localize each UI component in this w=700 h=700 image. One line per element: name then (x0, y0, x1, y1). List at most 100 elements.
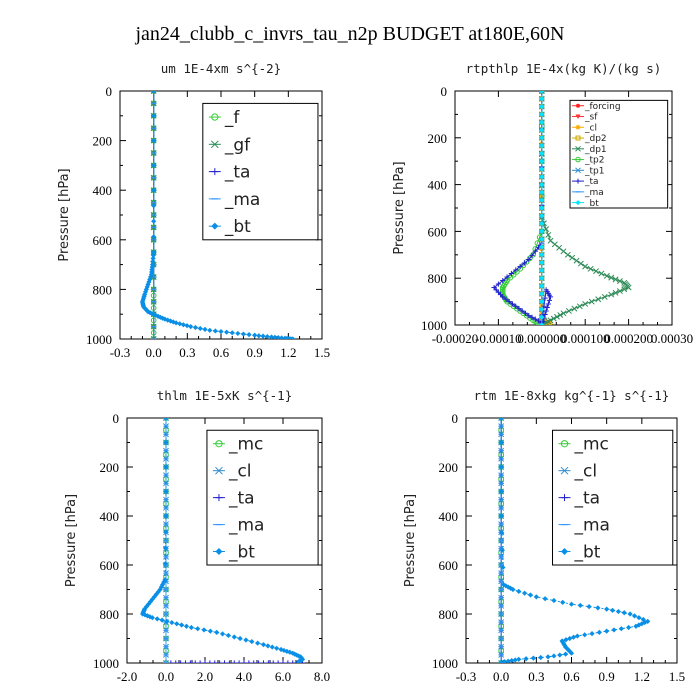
data-point (582, 632, 588, 638)
data-point (540, 318, 546, 325)
data-point (539, 104, 545, 110)
plot-area (498, 418, 651, 663)
data-point (551, 653, 557, 659)
data-point (240, 331, 247, 337)
data-point (539, 275, 545, 281)
data-point (163, 418, 169, 421)
x-tick-label: 0.3 (179, 345, 195, 360)
data-point (231, 660, 237, 663)
data-point (188, 624, 194, 631)
data-point (539, 244, 545, 250)
legend-label: _mc (228, 435, 263, 455)
data-point (618, 626, 624, 632)
data-point (269, 644, 275, 650)
data-point (557, 312, 564, 319)
data-point (539, 228, 545, 234)
data-point (270, 660, 276, 663)
data-point (577, 260, 584, 267)
series-bt (498, 418, 651, 663)
x-tick-label: 0.0 (146, 345, 162, 360)
y-tick-label: 800 (439, 607, 459, 622)
data-point (278, 646, 284, 653)
data-point (165, 317, 171, 323)
legend-label: _cl (584, 123, 597, 133)
data-point (539, 205, 545, 211)
data-point (526, 313, 532, 319)
data-point (221, 660, 228, 663)
legend-label: _sf (584, 113, 598, 123)
x-tick-label: 0.000100 (561, 331, 610, 346)
data-point (146, 279, 152, 285)
legend: _f _gf _ta _ma _bt (202, 102, 319, 241)
panel-title: rtm 1E-8xkg kg^{-1} s^{-1} (474, 388, 670, 403)
data-point (527, 255, 533, 262)
data-point (527, 592, 534, 598)
y-tick-label: 200 (100, 460, 120, 475)
data-point (260, 660, 267, 663)
data-point (533, 594, 539, 600)
data-point (500, 564, 506, 571)
data-point (538, 91, 545, 94)
data-point (151, 138, 157, 144)
x-tick-label: -0.3 (110, 345, 131, 360)
data-point (539, 213, 545, 219)
data-point (539, 197, 545, 203)
data-point (285, 660, 291, 663)
data-point (522, 310, 529, 316)
data-point (504, 274, 510, 280)
data-point (151, 113, 157, 119)
data-point (177, 321, 183, 327)
y-tick-label: 800 (100, 607, 120, 622)
data-point (157, 314, 163, 320)
data-point (296, 659, 302, 663)
y-tick-label: 200 (93, 134, 113, 149)
data-point (249, 638, 255, 645)
legend-label: _dp2 (584, 134, 607, 144)
data-point (265, 643, 271, 649)
data-point (532, 316, 538, 322)
data-point (596, 629, 602, 635)
data-point (611, 627, 617, 633)
legend-marker (575, 156, 581, 163)
data-point (539, 91, 545, 94)
data-point (151, 203, 157, 209)
data-point (508, 270, 515, 277)
data-point (150, 258, 156, 265)
data-point (498, 513, 504, 519)
data-point (500, 277, 506, 284)
legend-label: _gf (224, 135, 251, 155)
data-point (529, 252, 535, 258)
data-point (627, 611, 633, 617)
data-point (147, 310, 153, 316)
x-tick-label: 1.5 (669, 669, 685, 684)
data-point (604, 628, 610, 634)
data-point (539, 314, 545, 320)
data-point (593, 268, 600, 275)
legend-label: _ta (584, 177, 599, 187)
data-point (598, 270, 605, 277)
data-point (547, 237, 554, 244)
data-point (151, 234, 157, 240)
data-point (577, 602, 583, 609)
data-point (217, 660, 223, 663)
series-bt (539, 91, 545, 325)
data-point (149, 262, 156, 268)
data-point (241, 660, 247, 663)
data-point (642, 619, 648, 626)
legend-marker (560, 440, 569, 448)
data-point (149, 269, 155, 275)
data-point (521, 260, 528, 266)
data-point (159, 582, 166, 588)
y-tick-label: 1000 (421, 318, 447, 333)
panels-container: um 1E-4xm s^{-2} Pressure [hPa] 0 200 400 600… (57, 61, 693, 684)
data-point (631, 613, 638, 619)
data-point (513, 267, 519, 273)
x-tick-label: 0.9 (247, 345, 263, 360)
data-point (608, 291, 615, 298)
legend-label: _ma (584, 188, 604, 198)
legend-marker (575, 178, 581, 184)
data-point (163, 418, 169, 421)
data-point (526, 256, 532, 263)
data-point (542, 311, 548, 318)
y-tick-label: 800 (428, 271, 448, 286)
